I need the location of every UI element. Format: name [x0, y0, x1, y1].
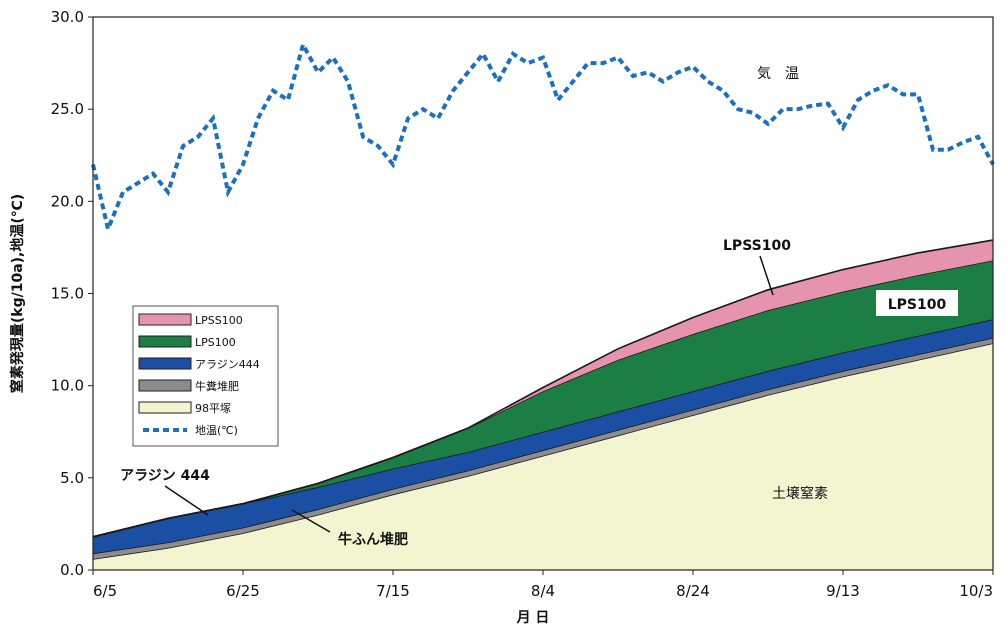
area-boundary-4: [92, 239, 994, 538]
annotation-lpss100: LPSS100: [723, 238, 791, 254]
annotation-lps100: LPS100: [888, 297, 947, 313]
legend-label: 地温(℃): [195, 424, 238, 437]
annotation-lpss100-arrow: [759, 255, 774, 296]
annotation-lps100-box: [876, 290, 958, 316]
annotation-aladdin: アラジン 444: [120, 468, 210, 484]
legend-label: 98平塚: [195, 402, 231, 415]
legend-swatch: [138, 313, 192, 326]
area-series-2: [93, 319, 993, 554]
x-tick-label: 9/13: [826, 582, 860, 600]
area-series-4: [93, 240, 993, 537]
y-tick-label: 30.0: [51, 8, 84, 26]
y-tick-label: 0.0: [60, 561, 84, 579]
x-tick-label: 10/3: [959, 582, 993, 600]
area-series-0: [93, 343, 993, 570]
area-series-3: [93, 260, 993, 537]
temperature-line: [91, 39, 995, 236]
axes-group: 0.0 5.0 10.0 15.0 20.0 25.0 30.0 6/5 6/25 7/15 8/4…: [9, 8, 994, 626]
x-tick-label: 6/5: [93, 582, 117, 600]
y-tick-label: 15.0: [51, 285, 84, 303]
legend-swatch: [138, 379, 192, 392]
legend-swatch: [138, 357, 192, 370]
annotation-manure: 牛ふん堆肥: [338, 531, 408, 548]
x-tick-label: 8/4: [531, 582, 555, 600]
annotation-aladdin-arrow: [164, 485, 209, 516]
y-tick-label: 20.0: [51, 192, 84, 210]
x-tick-label: 6/25: [226, 582, 260, 600]
legend-swatch: [138, 335, 192, 348]
legend-swatch: [138, 401, 192, 414]
legend-label: LPS100: [195, 336, 236, 349]
x-tick-label: 7/15: [376, 582, 410, 600]
y-axis-title: 窒素発現量(kg/10a),地温(℃): [9, 194, 26, 393]
y-tick-label: 10.0: [51, 377, 84, 395]
annotation-manure-arrow: [291, 509, 331, 533]
annotation-soil-n: 土壌窒素: [772, 485, 828, 502]
temperature-line-group: [91, 39, 995, 236]
legend-box: [132, 305, 279, 447]
annotation-air-temp: 気 温: [757, 66, 799, 82]
x-tick-label: 8/24: [676, 582, 710, 600]
stacked-areas: [92, 17, 994, 570]
annotations-group: 気 温 LPSS100 LPS100 アラジン 444 牛ふん堆肥 土壌窒素: [120, 66, 958, 548]
area-series-1: [93, 337, 993, 559]
legend-label: LPSS100: [195, 314, 243, 327]
legend-label: 牛糞堆肥: [195, 379, 239, 393]
x-axis-title: 月 日: [516, 610, 550, 626]
y-tick-label: 25.0: [51, 100, 84, 118]
y-tick-label: 5.0: [60, 469, 84, 487]
legend-label: アラジン444: [195, 358, 260, 371]
